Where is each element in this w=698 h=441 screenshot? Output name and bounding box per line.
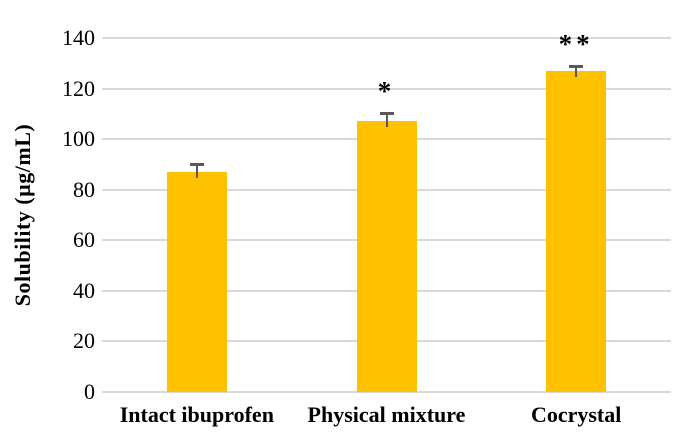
y-axis-tick-label: 0 — [84, 379, 95, 404]
y-axis-tick-label: 20 — [73, 328, 95, 354]
bar-2 — [356, 121, 417, 392]
error-bar-cap — [569, 64, 584, 68]
x-axis-category-label: Cocrystal — [530, 402, 622, 427]
error-bar-cap — [379, 111, 394, 115]
error-bar-line — [195, 164, 198, 178]
y-axis-tick-label: 80 — [73, 176, 95, 202]
y-axis-tick-label: 60 — [73, 227, 95, 253]
y-axis-tick-label: 120 — [62, 75, 95, 101]
error-bar-cap — [189, 163, 204, 167]
significance-marker: ** — [558, 28, 594, 59]
x-axis-category-label: Intact ibuprofen — [119, 402, 274, 427]
y-axis-tick-label: 100 — [62, 126, 95, 152]
bar-3 — [546, 70, 607, 392]
y-axis-tick-label: 40 — [73, 277, 95, 303]
bar-1 — [166, 172, 227, 392]
x-axis-category-label: Physical mixture — [307, 402, 466, 427]
error-bar-line — [575, 65, 578, 77]
gridline — [102, 37, 671, 39]
gridline — [102, 87, 671, 90]
significance-marker: * — [377, 75, 396, 106]
y-axis-tick-label: 140 — [62, 25, 95, 50]
error-bar-line — [385, 112, 388, 128]
gridline — [102, 391, 671, 393]
